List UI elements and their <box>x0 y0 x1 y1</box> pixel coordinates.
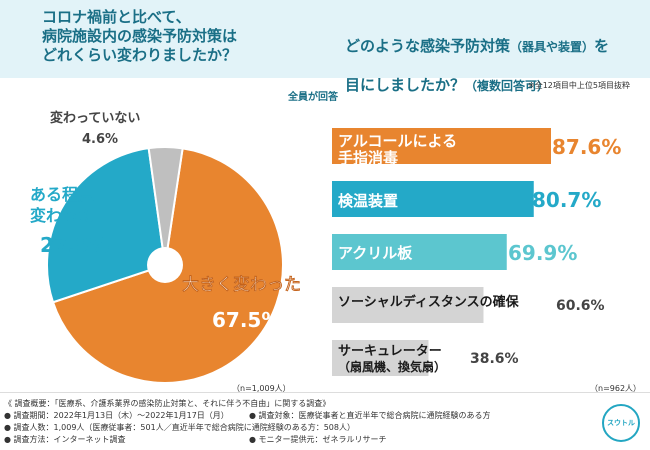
bar-4 <box>332 340 429 376</box>
pie-slice-2 <box>147 146 184 266</box>
top-note: ※全12項目中上位5項目抜粋 <box>528 81 630 90</box>
n-right-label: （n=962人） <box>590 384 642 393</box>
pie-value-1: 27.9% <box>40 233 109 257</box>
footer-provider: ● モニター提供元：ゼネラルリサーチ <box>249 435 387 444</box>
footer-count: ● 調査人数：1,009人（医療従事者：501人／直近半年で総合病院に通院経験の… <box>4 423 355 432</box>
respondent-badge: 全員が回答 <box>288 92 338 103</box>
bar-value-4: 38.6% <box>470 351 519 367</box>
bar-label-2: アクリル板 <box>338 244 413 262</box>
left-question-title: コロナ禍前と比べて、 病院施設内の感染予防対策は どれくらい変わりましたか？ <box>42 8 238 64</box>
bar-label-3: ソーシャルディスタンスの確保 <box>338 294 520 310</box>
header-banner <box>0 0 650 78</box>
bar-value-0: 87.6% <box>552 135 621 159</box>
bar-label-0a: アルコールによる <box>338 132 457 150</box>
footer-method: ● 調査方法：インターネット調査 <box>4 435 126 444</box>
footer-target: ● 調査対象：医療従事者と直近半年で総合病院に通院経験のある方 <box>249 411 491 420</box>
bar-value-1: 80.7% <box>532 188 601 212</box>
pie-value-0: 67.5% <box>212 308 281 332</box>
right-question-paren: （器具や装置） <box>510 40 595 54</box>
right-question-main: どのような感染予防対策 <box>345 37 511 55</box>
right-question-title: どのような感染予防対策（器具や装置）を 目にしましたか？（複数回答可） <box>345 18 615 96</box>
pie-value-2: 4.6% <box>82 132 118 147</box>
right-question-line2-sub: （複数回答可） <box>465 79 550 93</box>
bar-value-2: 69.9% <box>508 241 577 265</box>
bar-3 <box>332 287 484 323</box>
footer-period: ● 調査期間：2022年1月13日（木）〜2022年1月17日（月） <box>4 411 229 420</box>
bar-label-1: 検温装置 <box>338 192 398 210</box>
pie-label-0: 大きく変わった <box>182 274 301 295</box>
bar-2 <box>332 234 507 270</box>
bar-1 <box>332 181 534 217</box>
bar-label-4a: サーキュレーター <box>338 344 442 359</box>
pie-center-hole <box>147 247 183 283</box>
survey-footer: 《 調査概要：「医療系、介護系業界の感染防止対策と、それに伴う不自由」に関する調… <box>4 398 604 446</box>
pie-label-1b: 変わった <box>30 206 94 225</box>
pie-label-1a: ある程度 <box>30 185 95 204</box>
right-question-after: を <box>594 37 610 55</box>
footer-summary: 《 調査概要：「医療系、介護系業界の感染防止対策と、それに伴う不自由」に関する調… <box>4 399 331 408</box>
bar-label-4b: （扇風機、換気扇） <box>338 359 446 374</box>
bar-value-3: 60.6% <box>556 298 605 314</box>
bar-0 <box>332 128 551 164</box>
bar-label-0b: 手指消毒 <box>338 149 398 167</box>
pie-slice-1 <box>46 147 167 304</box>
right-question-line2: 目にしましたか？ <box>345 76 466 94</box>
brand-logo: スウトル <box>602 404 640 442</box>
footer-divider <box>0 392 650 393</box>
pie-label-2: 変わっていない <box>50 110 140 126</box>
n-left-label: （n=1,009人） <box>232 384 291 393</box>
